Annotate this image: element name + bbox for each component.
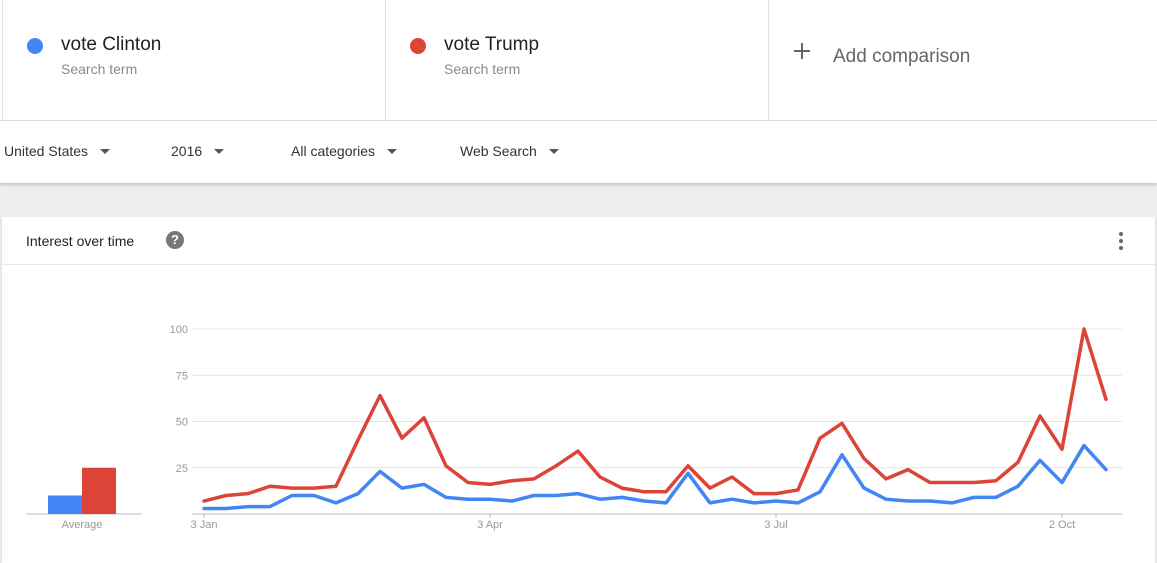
search-term-card-trump[interactable]: vote Trump Search term bbox=[386, 0, 769, 120]
region-dropdown[interactable]: United States bbox=[4, 143, 111, 159]
interest-over-time-card: Interest over time ? 100 75 50 25 3 Jan 3 Apr… bbox=[2, 217, 1155, 563]
add-comparison-label: Add comparison bbox=[833, 46, 971, 67]
card-title: Interest over time bbox=[26, 233, 135, 249]
x-tick-label: 3 Jan bbox=[191, 519, 218, 531]
search-term-name[interactable]: vote Clinton bbox=[61, 34, 162, 55]
caret-down-icon bbox=[214, 148, 225, 154]
search-term-name[interactable]: vote Trump bbox=[444, 34, 540, 55]
add-comparison-button[interactable]: Add comparison bbox=[769, 0, 1157, 120]
x-tick-label: 3 Apr bbox=[477, 519, 503, 531]
average-label: Average bbox=[62, 519, 103, 531]
caret-down-icon bbox=[387, 148, 398, 154]
caret-down-icon bbox=[100, 148, 111, 154]
category-label: All categories bbox=[291, 143, 376, 159]
search-terms-bar: vote Clinton Search term vote Trump Sear… bbox=[0, 0, 1157, 121]
more-options-icon[interactable] bbox=[1119, 232, 1123, 250]
average-bar-trump bbox=[82, 467, 116, 514]
search-term-type: Search term bbox=[61, 61, 138, 77]
filter-bar: United States 2016 All categories Web Se… bbox=[0, 121, 1157, 183]
year-dropdown[interactable]: 2016 bbox=[171, 143, 225, 159]
caret-down-icon bbox=[548, 148, 559, 154]
x-tick-label: 2 Oct bbox=[1049, 519, 1075, 531]
category-dropdown[interactable]: All categories bbox=[291, 143, 398, 159]
card-header: Interest over time ? bbox=[2, 217, 1155, 265]
y-tick-label: 75 bbox=[176, 370, 188, 382]
x-tick-label: 3 Jul bbox=[764, 519, 787, 531]
search-type-dropdown[interactable]: Web Search bbox=[460, 143, 559, 159]
series-line-clinton bbox=[202, 443, 1108, 511]
interest-over-time-chart: 100 75 50 25 3 Jan 3 Apr 3 Jul 2 Oct Average bbox=[26, 324, 1122, 531]
search-term-type: Search term bbox=[444, 61, 521, 77]
region-label: United States bbox=[4, 143, 89, 159]
series-color-dot bbox=[410, 38, 426, 54]
y-tick-label: 25 bbox=[176, 463, 188, 475]
plus-icon bbox=[793, 42, 811, 60]
series-line-trump bbox=[202, 327, 1108, 503]
y-tick-label: 50 bbox=[176, 417, 188, 429]
series-color-dot bbox=[27, 38, 43, 54]
average-bar-clinton bbox=[48, 495, 82, 514]
search-term-card-clinton[interactable]: vote Clinton Search term bbox=[2, 0, 386, 120]
year-label: 2016 bbox=[171, 143, 203, 159]
help-icon[interactable]: ? bbox=[166, 231, 184, 249]
y-tick-label: 100 bbox=[170, 324, 188, 336]
search-type-label: Web Search bbox=[460, 143, 537, 159]
